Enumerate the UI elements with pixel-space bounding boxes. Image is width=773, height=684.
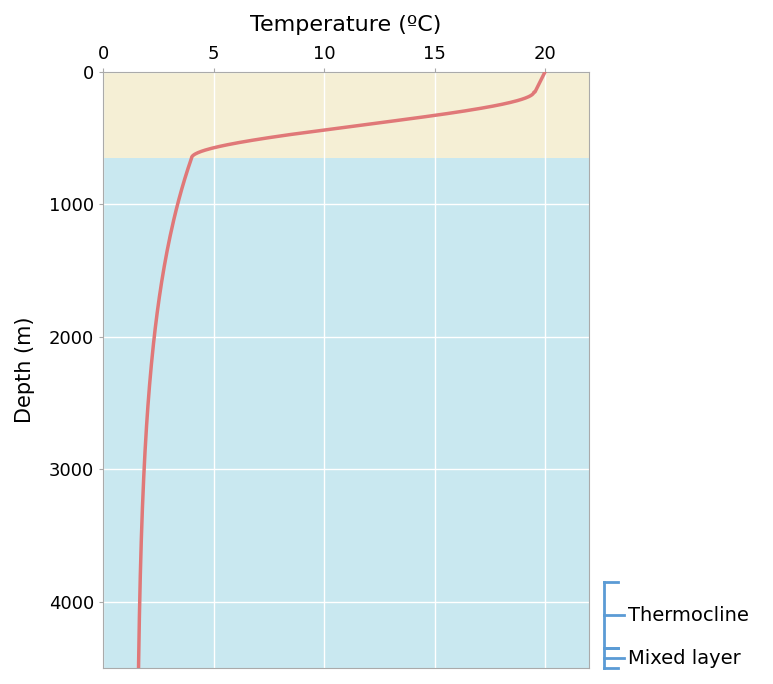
X-axis label: Temperature (ºC): Temperature (ºC) [250, 15, 442, 35]
Text: Mixed layer: Mixed layer [628, 649, 741, 668]
Bar [103, 72, 589, 158]
Text: Thermocline: Thermocline [628, 606, 749, 624]
Bar [103, 158, 589, 668]
Y-axis label: Depth (m): Depth (m) [15, 317, 35, 423]
